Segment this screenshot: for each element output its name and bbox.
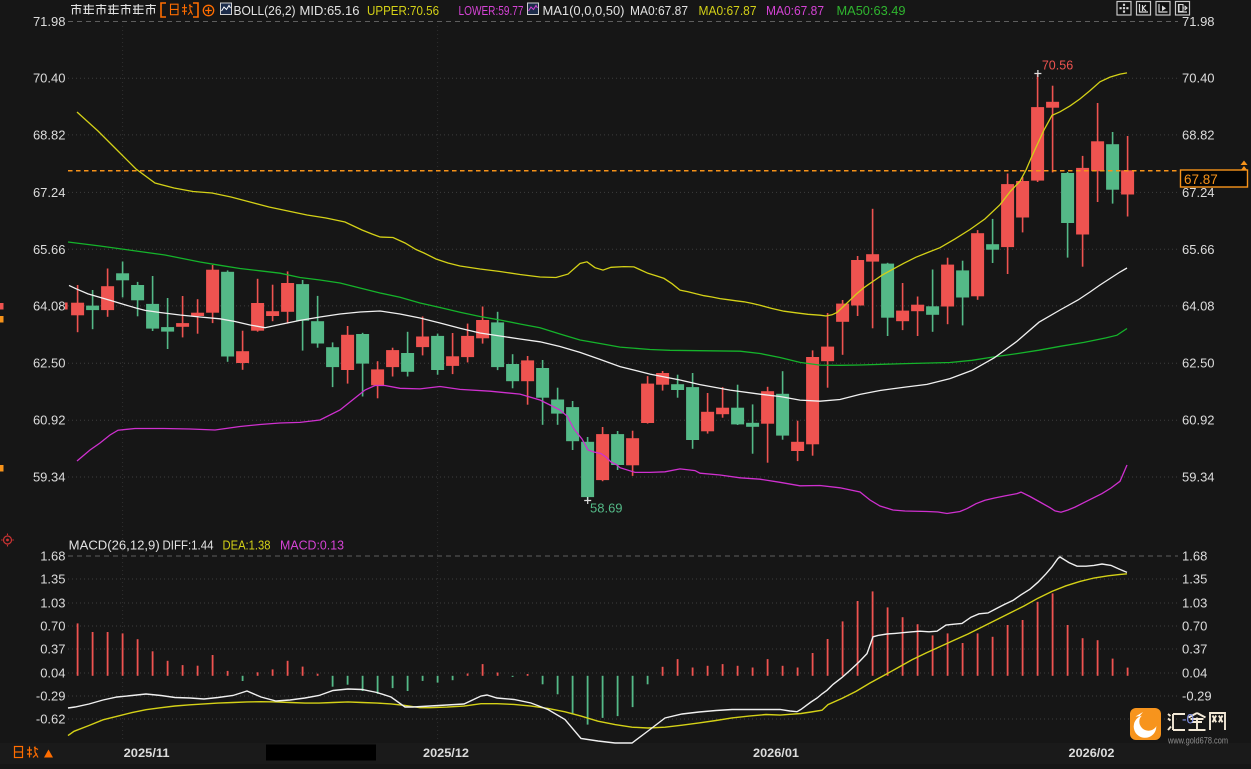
svg-text:MACD:0.13: MACD:0.13 (280, 538, 344, 553)
svg-text:www.gold678.com: www.gold678.com (1167, 736, 1228, 747)
svg-text:DIFF:1.44: DIFF:1.44 (163, 538, 214, 553)
svg-text:64.08: 64.08 (33, 298, 66, 313)
svg-text:67.24: 67.24 (1182, 185, 1215, 200)
svg-text:DEA:1.38: DEA:1.38 (223, 538, 271, 553)
svg-text:-0: -0 (1182, 712, 1194, 727)
svg-text:MA1(0,0,0,50): MA1(0,0,0,50) (543, 3, 625, 18)
svg-text:-0.29: -0.29 (1182, 689, 1212, 704)
svg-text:71.98: 71.98 (1182, 14, 1215, 29)
svg-text:-0.62: -0.62 (36, 712, 66, 727)
svg-text:2025/12: 2025/12 (423, 746, 469, 760)
svg-text:67.24: 67.24 (33, 185, 66, 200)
svg-text:59.34: 59.34 (33, 470, 66, 485)
svg-text:1.68: 1.68 (40, 549, 65, 564)
svg-text:UPPER:70.56: UPPER:70.56 (367, 3, 439, 18)
svg-text:65.66: 65.66 (33, 242, 66, 257)
svg-text:62.50: 62.50 (1182, 356, 1215, 371)
svg-text:-0.29: -0.29 (36, 689, 66, 704)
svg-text:0.37: 0.37 (40, 642, 65, 657)
svg-text:70.40: 70.40 (1182, 71, 1215, 86)
svg-text:68.82: 68.82 (33, 127, 66, 142)
svg-text:59.34: 59.34 (1182, 470, 1215, 485)
svg-text:1.35: 1.35 (1182, 572, 1207, 587)
svg-text:1.68: 1.68 (1182, 549, 1207, 564)
svg-text:2025/11: 2025/11 (124, 746, 170, 760)
svg-text:0.04: 0.04 (1182, 666, 1207, 681)
svg-text:2026/01: 2026/01 (753, 746, 799, 760)
svg-text:60.92: 60.92 (1182, 413, 1215, 428)
svg-text:BOLL(26,2): BOLL(26,2) (234, 3, 296, 18)
svg-text:0.70: 0.70 (1182, 619, 1207, 634)
svg-text:MA0:67.87: MA0:67.87 (630, 3, 688, 18)
svg-text:MA50:63.49: MA50:63.49 (837, 3, 906, 18)
svg-text:60.92: 60.92 (33, 413, 66, 428)
svg-text:1.03: 1.03 (1182, 596, 1207, 611)
svg-text:0.04: 0.04 (40, 666, 65, 681)
svg-text:64.08: 64.08 (1182, 298, 1215, 313)
svg-text:LOWER:59.77: LOWER:59.77 (459, 3, 524, 18)
svg-text:62.50: 62.50 (33, 356, 66, 371)
svg-text:1.35: 1.35 (40, 572, 65, 587)
svg-text:58.69: 58.69 (590, 501, 623, 516)
svg-text:67.87: 67.87 (1184, 172, 1218, 187)
svg-text:68.82: 68.82 (1182, 127, 1215, 142)
svg-text:71.98: 71.98 (33, 14, 66, 29)
svg-text:70.40: 70.40 (33, 71, 66, 86)
svg-text:MID:65.16: MID:65.16 (300, 3, 360, 18)
svg-text:0.37: 0.37 (1182, 642, 1207, 657)
svg-text:2026/02: 2026/02 (1069, 746, 1115, 760)
svg-text:1.03: 1.03 (40, 596, 65, 611)
svg-text:MA0:67.87: MA0:67.87 (699, 3, 757, 18)
svg-text:MA0:67.87: MA0:67.87 (766, 3, 824, 18)
svg-text:65.66: 65.66 (1182, 242, 1215, 257)
svg-text:0.70: 0.70 (40, 619, 65, 634)
svg-text:70.56: 70.56 (1042, 59, 1073, 73)
svg-text:MACD(26,12,9): MACD(26,12,9) (69, 538, 160, 553)
